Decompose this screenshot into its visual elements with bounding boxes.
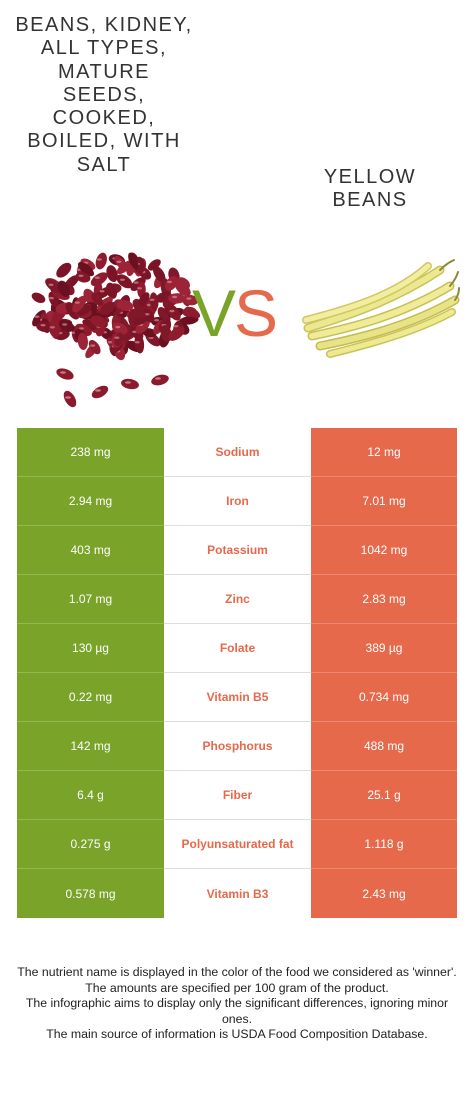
nutrient-name: Zinc (164, 575, 311, 624)
table-row: 0.275 g Polyunsaturated fat 1.118 g (17, 820, 457, 869)
nutrient-name: Vitamin B3 (164, 869, 311, 918)
left-value: 142 mg (17, 722, 164, 771)
left-value: 130 µg (17, 624, 164, 673)
left-value: 1.07 mg (17, 575, 164, 624)
food-left-title: Beans, kidney, all types, mature seeds, … (15, 14, 193, 176)
right-value: 1042 mg (311, 526, 457, 575)
table-row: 403 mg Potassium 1042 mg (17, 526, 457, 575)
kidney-beans-image (31, 252, 200, 408)
table-row: 238 mg Sodium 12 mg (17, 428, 457, 477)
table-row: 142 mg Phosphorus 488 mg (17, 722, 457, 771)
vs-s-letter: S (234, 276, 278, 350)
left-value: 6.4 g (17, 771, 164, 820)
food-right-title: Yellow beans (323, 166, 417, 212)
right-value: 0.734 mg (311, 673, 457, 722)
left-value: 238 mg (17, 428, 164, 477)
table-row: 1.07 mg Zinc 2.83 mg (17, 575, 457, 624)
right-value: 488 mg (311, 722, 457, 771)
right-value: 1.118 g (311, 820, 457, 869)
table-row: 0.22 mg Vitamin B5 0.734 mg (17, 673, 457, 722)
left-value: 403 mg (17, 526, 164, 575)
nutrient-name: Potassium (164, 526, 311, 575)
table-row: 130 µg Folate 389 µg (17, 624, 457, 673)
yellow-beans-image (302, 259, 460, 358)
right-value: 389 µg (311, 624, 457, 673)
table-row: 2.94 mg Iron 7.01 mg (17, 477, 457, 526)
nutrient-comparison-table: 238 mg Sodium 12 mg 2.94 mg Iron 7.01 mg 403 m… (17, 428, 457, 918)
footer-notes: The nutrient name is displayed in the co… (12, 965, 462, 1043)
left-value: 2.94 mg (17, 477, 164, 526)
table-row: 6.4 g Fiber 25.1 g (17, 771, 457, 820)
footer-line-source: The main source of information is USDA F… (46, 1027, 428, 1042)
nutrient-name: Polyunsaturated fat (164, 820, 311, 869)
nutrient-name: Folate (164, 624, 311, 673)
nutrient-name: Fiber (164, 771, 311, 820)
left-value: 0.22 mg (17, 673, 164, 722)
nutrient-name: Phosphorus (164, 722, 311, 771)
left-value: 0.578 mg (17, 869, 164, 918)
footer-line-amounts: The amounts are specified per 100 gram o… (85, 980, 389, 995)
nutrient-name: Sodium (164, 428, 311, 477)
footer-line-winner: The nutrient name is displayed in the co… (17, 965, 457, 979)
right-value: 2.43 mg (311, 869, 457, 918)
right-value: 25.1 g (311, 771, 457, 820)
right-value: 2.83 mg (311, 575, 457, 624)
nutrient-name: Iron (164, 477, 311, 526)
comparison-header: Beans, kidney, all types, mature seeds, … (0, 0, 474, 420)
right-value: 7.01 mg (311, 477, 457, 526)
nutrient-name: Vitamin B5 (164, 673, 311, 722)
left-value: 0.275 g (17, 820, 164, 869)
footer-line-aims: The infographic aims to display only the… (25, 996, 449, 1026)
right-value: 12 mg (311, 428, 457, 477)
vs-label: VS (192, 280, 278, 346)
table-row: 0.578 mg Vitamin B3 2.43 mg (17, 869, 457, 918)
vs-v-letter: V (192, 276, 236, 350)
